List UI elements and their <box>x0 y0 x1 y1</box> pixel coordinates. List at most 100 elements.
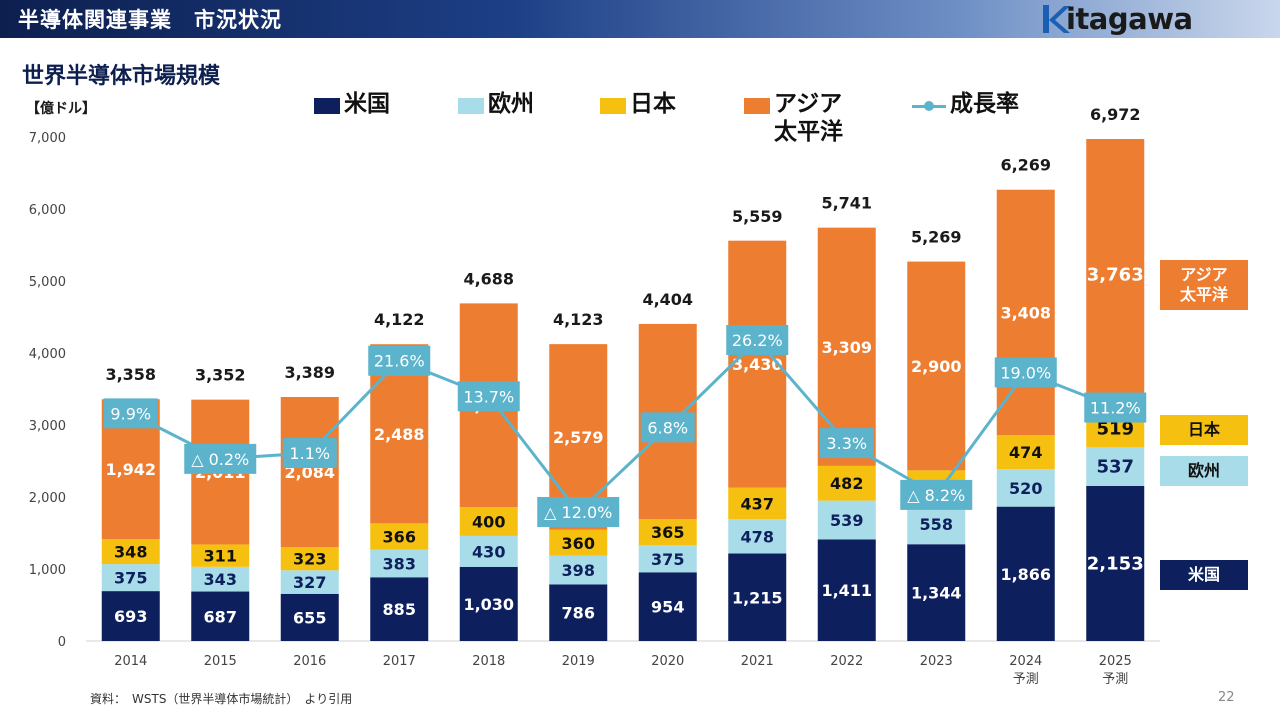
bar-value-label-asia: 2,488 <box>374 425 425 444</box>
legend-item-us: 米国 <box>314 90 390 118</box>
legend-swatch-japan <box>600 98 626 114</box>
growth-rate-label: 26.2% <box>732 331 783 350</box>
source-note: 資料： WSTS（世界半導体市場統計） より引用 <box>90 692 353 706</box>
growth-rate-label: 1.1% <box>289 444 330 463</box>
growth-rate-box <box>184 443 257 474</box>
x-tick-label: 2025 <box>1099 654 1132 669</box>
bar-value-label-japan: 323 <box>293 550 326 569</box>
bar-total-label: 4,123 <box>553 310 604 329</box>
bar-segment-asia <box>817 227 876 466</box>
growth-rate-box <box>1084 392 1147 423</box>
bar-segment-us <box>728 553 787 641</box>
bar-segment-asia <box>907 261 966 471</box>
bar-total-label: 6,269 <box>1000 156 1051 175</box>
bar-value-label-europe: 343 <box>204 570 237 589</box>
x-tick-label: 2024 <box>1009 654 1042 669</box>
y-tick-label: 1,000 <box>29 563 66 578</box>
bar-value-label-japan: 519 <box>1096 419 1134 440</box>
bar-value-label-us: 655 <box>293 608 326 627</box>
bar-segment-europe <box>1086 447 1145 486</box>
bar-value-label-asia: 3,763 <box>1087 264 1144 285</box>
y-tick-label: 3,000 <box>29 419 66 434</box>
chart-title: 世界半導体市場規模 <box>22 64 221 89</box>
bar-segment-japan <box>101 539 160 565</box>
bar-segment-us <box>907 544 966 641</box>
bar-value-label-japan: 482 <box>830 474 863 493</box>
x-tick-label: 2017 <box>383 654 416 669</box>
bar-segment-us <box>549 584 608 641</box>
bar-value-label-japan: 437 <box>741 494 774 513</box>
bar-value-label-japan: 400 <box>472 512 505 531</box>
bar-value-label-us: 885 <box>383 600 416 619</box>
growth-rate-box <box>640 412 695 443</box>
x-tick-label: 2022 <box>830 654 863 669</box>
bar-value-label-japan: 348 <box>114 543 147 562</box>
right-label-us: 米国 <box>1160 560 1248 590</box>
header-bar: 半導体関連事業 市況状況 k itagawa <box>0 0 1280 38</box>
bar-value-label-europe: 478 <box>741 527 774 546</box>
bar-segment-us <box>280 593 339 641</box>
bar-total-label: 3,389 <box>284 363 335 382</box>
y-tick-label: 0 <box>58 635 66 650</box>
bar-segment-europe <box>459 535 518 567</box>
bar-segment-europe <box>907 504 966 545</box>
bar-segment-japan <box>817 465 876 501</box>
growth-rate-label: 21.6% <box>374 352 425 371</box>
bar-value-label-asia: 2,900 <box>911 357 962 376</box>
bar-total-label: 5,559 <box>732 207 783 226</box>
growth-rate-label: △ 8.2% <box>907 486 965 505</box>
legend-label-europe: 欧州 <box>488 91 534 117</box>
bar-segment-japan <box>996 435 1055 470</box>
x-tick-label: 2018 <box>472 654 505 669</box>
y-tick-label: 5,000 <box>29 275 66 290</box>
bar-value-label-europe: 430 <box>472 542 505 561</box>
bar-segment-us <box>101 591 160 641</box>
bar-segment-asia <box>996 189 1055 436</box>
logo-text: itagawa <box>1066 2 1193 36</box>
growth-rate-label: 6.8% <box>647 418 688 437</box>
bar-total-label: 5,269 <box>911 228 962 247</box>
bar-value-label-europe: 558 <box>920 515 953 534</box>
growth-rate-label: 19.0% <box>1000 363 1051 382</box>
bar-value-label-japan: 474 <box>1009 443 1042 462</box>
right-label-europe: 欧州 <box>1160 456 1248 486</box>
growth-rate-box <box>282 438 337 469</box>
bar-segment-us <box>370 577 429 641</box>
bar-segment-europe <box>728 519 787 554</box>
legend-label-asia: アジア 太平洋 <box>774 91 843 145</box>
bar-segment-europe <box>280 570 339 594</box>
growth-rate-label: 11.2% <box>1090 399 1141 418</box>
growth-rate-box <box>726 325 789 355</box>
bar-segment-asia <box>280 396 339 548</box>
bar-value-label-us: 1,030 <box>463 595 514 614</box>
bar-value-label-europe: 537 <box>1096 457 1134 478</box>
bar-value-label-europe: 375 <box>651 550 684 569</box>
growth-rate-box <box>900 479 973 510</box>
x-tick-label: 2021 <box>741 654 774 669</box>
bar-total-label: 6,972 <box>1090 105 1141 124</box>
bar-total-label: 3,352 <box>195 366 246 385</box>
growth-rate-label: 9.9% <box>110 404 151 423</box>
bar-value-label-europe: 539 <box>830 511 863 530</box>
bar-value-label-japan: 360 <box>562 534 595 553</box>
bar-value-label-europe: 398 <box>562 561 595 580</box>
growth-rate-label: 3.3% <box>826 434 867 453</box>
bar-segment-japan <box>728 487 787 520</box>
bar-value-label-us: 786 <box>562 604 595 623</box>
bar-segment-japan <box>549 529 608 556</box>
bar-value-label-japan: 366 <box>383 528 416 547</box>
legend-item-growth: 成長率 <box>912 90 1019 118</box>
bar-segment-japan <box>459 507 518 536</box>
bar-segment-us <box>459 566 518 641</box>
bar-segment-europe <box>817 500 876 540</box>
growth-rate-box <box>103 398 158 429</box>
growth-rate-box <box>368 345 431 376</box>
legend-label-growth: 成長率 <box>950 91 1019 117</box>
x-tick-label: 2023 <box>920 654 953 669</box>
y-tick-label: 2,000 <box>29 491 66 506</box>
bar-value-label-us: 1,866 <box>1000 565 1051 584</box>
bar-total-label: 3,358 <box>105 365 156 384</box>
y-tick-label: 6,000 <box>29 203 66 218</box>
kitagawa-logo: k itagawa <box>1040 2 1230 38</box>
bar-segment-europe <box>101 564 160 592</box>
